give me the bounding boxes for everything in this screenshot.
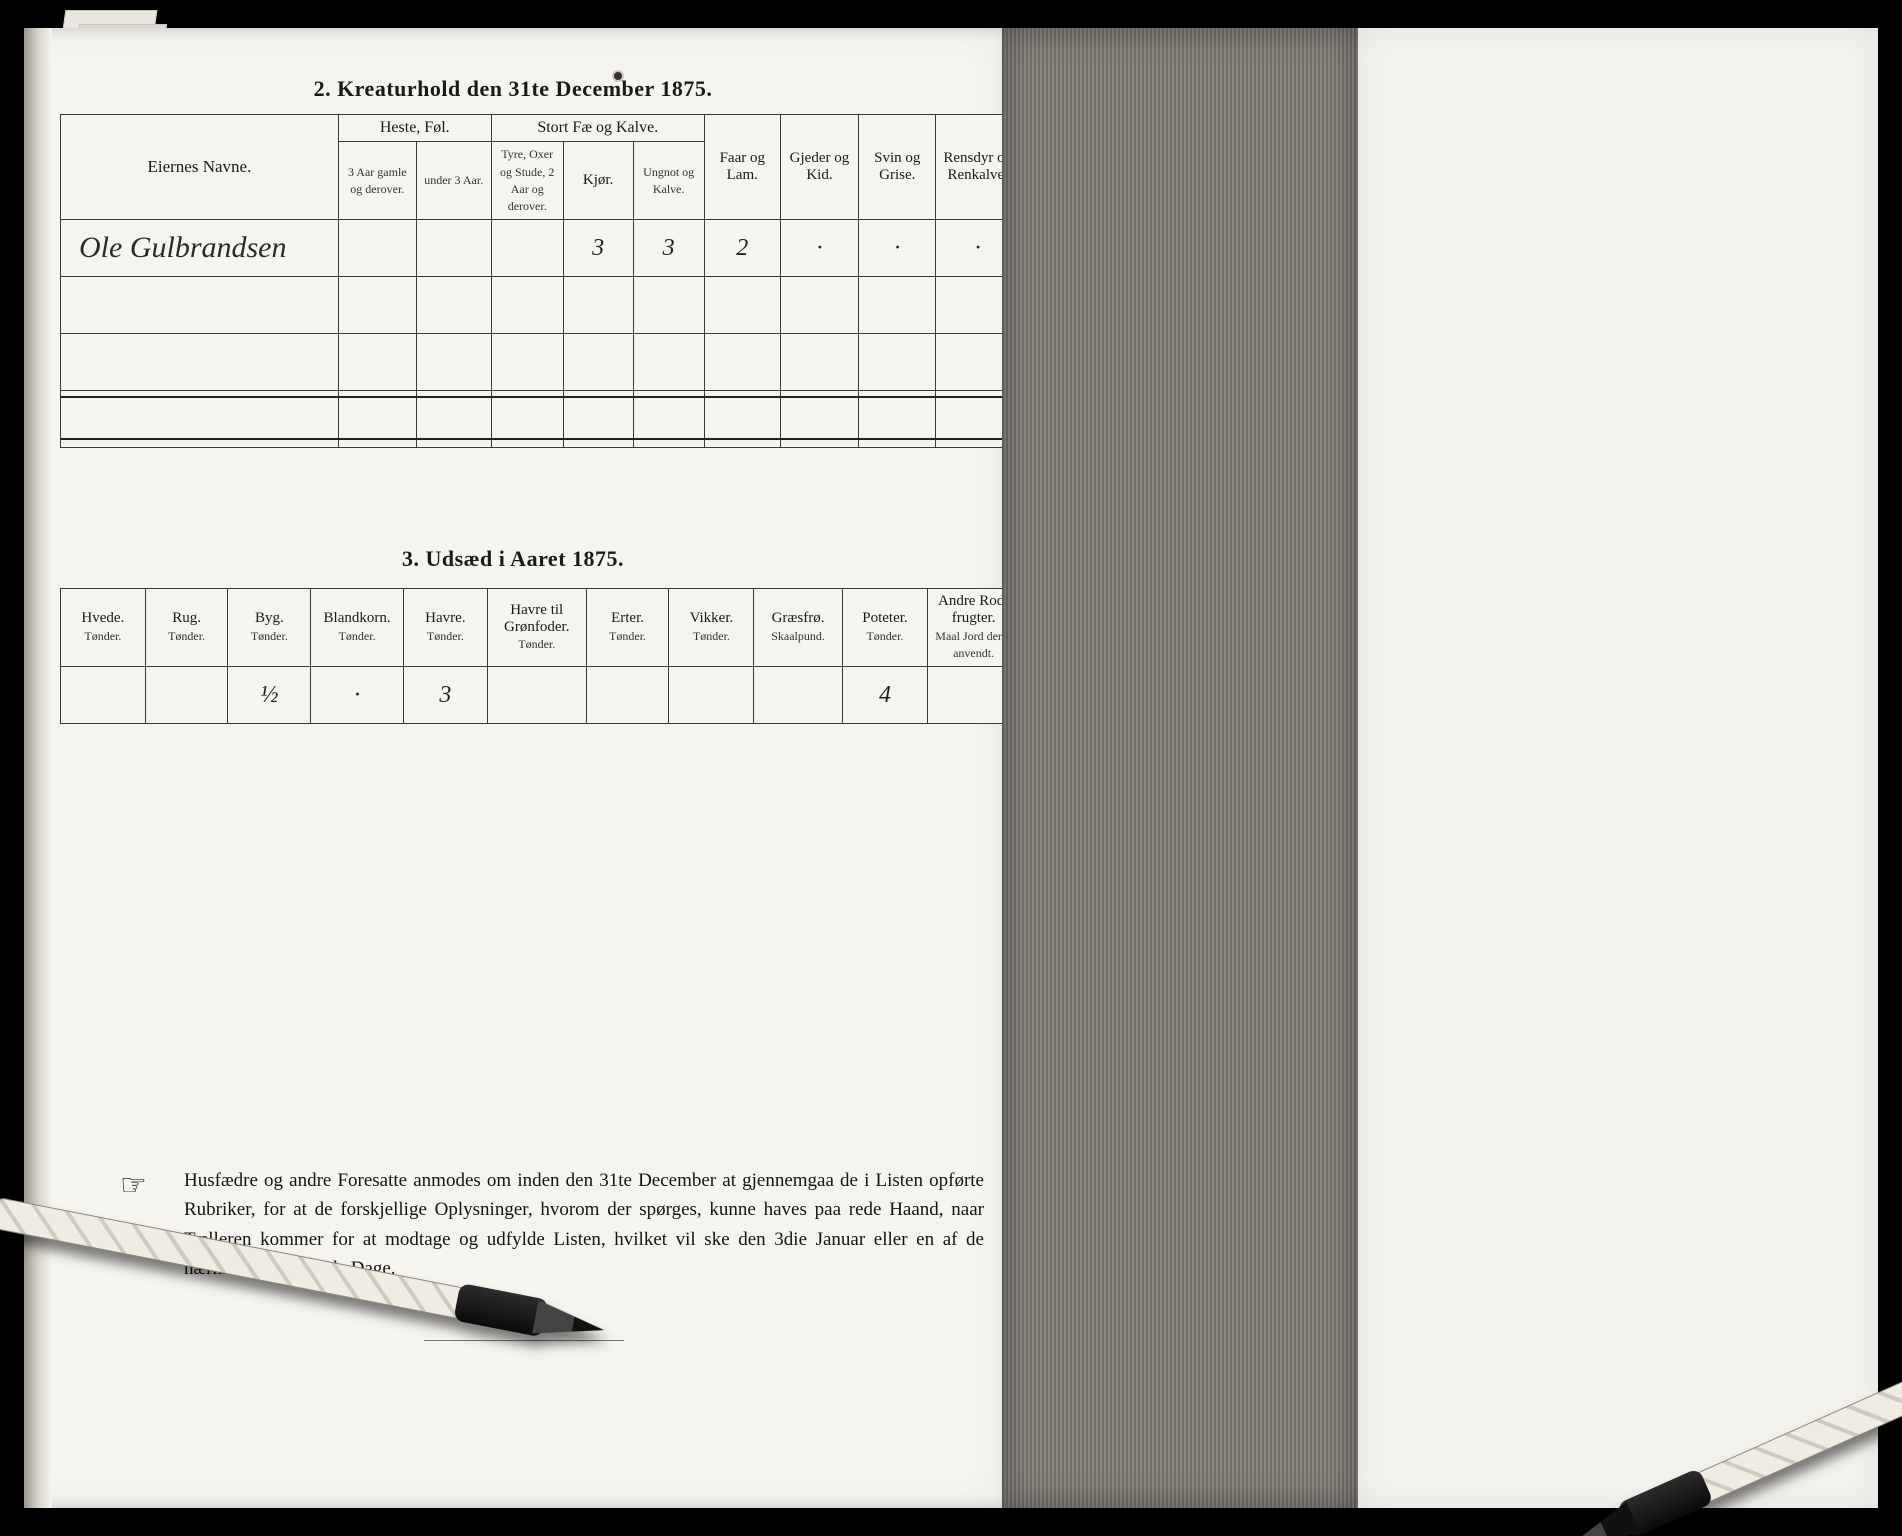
cell — [416, 334, 491, 391]
seed-table: Hvede.Tønder. Rug.Tønder. Byg.Tønder. Bl… — [60, 588, 1020, 724]
right-page — [1358, 28, 1878, 1508]
cell — [416, 277, 491, 334]
col-stort-b: Kjør. — [563, 142, 633, 220]
table-row — [61, 277, 1020, 334]
cell — [669, 667, 754, 724]
cell: · — [780, 220, 858, 277]
owner-cell: Ole Gulbrandsen — [61, 220, 339, 277]
section1-title: 2. Kreaturhold den 31te December 1875. — [314, 76, 713, 102]
cell — [704, 277, 780, 334]
col-faar: Faar og Lam. — [704, 115, 780, 220]
c8: Græsfrø.Skaalpund. — [754, 589, 842, 667]
cell: · — [311, 667, 404, 724]
table-row: Ole Gulbrandsen 3 3 2 · · · — [61, 220, 1020, 277]
cell — [487, 667, 586, 724]
cell: ½ — [228, 667, 311, 724]
cell — [704, 334, 780, 391]
col-heste-a: 3 Aar gamle og derover. — [338, 142, 416, 220]
cell — [859, 277, 936, 334]
col-heste-b: under 3 Aar. — [416, 142, 491, 220]
colgroup-stort: Stort Fæ og Kalve. — [491, 115, 704, 142]
cell — [754, 667, 842, 724]
cell — [859, 334, 936, 391]
c0: Hvede.Tønder. — [61, 589, 146, 667]
cell — [633, 277, 704, 334]
section2-title: 3. Udsæd i Aaret 1875. — [402, 546, 624, 572]
cell — [586, 667, 669, 724]
cell — [780, 334, 858, 391]
c6: Erter.Tønder. — [586, 589, 669, 667]
cell: 4 — [842, 667, 928, 724]
cell: · — [859, 220, 936, 277]
col-owners: Eiernes Navne. — [61, 115, 339, 220]
cell: 3 — [563, 220, 633, 277]
col-svin: Svin og Grise. — [859, 115, 936, 220]
col-stort-c: Ungnot og Kalve. — [633, 142, 704, 220]
stage: 2. Kreaturhold den 31te December 1875. E… — [0, 0, 1902, 1536]
rule-box — [60, 396, 1020, 440]
cell — [416, 220, 491, 277]
cell — [338, 220, 416, 277]
c2: Byg.Tønder. — [228, 589, 311, 667]
cell — [563, 277, 633, 334]
owner-cell — [61, 334, 339, 391]
table-row — [61, 334, 1020, 391]
c4: Havre.Tønder. — [403, 589, 487, 667]
cell — [780, 277, 858, 334]
c9: Poteter.Tønder. — [842, 589, 928, 667]
cell — [491, 277, 563, 334]
c7: Vikker.Tønder. — [669, 589, 754, 667]
cell — [491, 334, 563, 391]
cell — [61, 667, 146, 724]
cell — [338, 277, 416, 334]
cell — [633, 334, 704, 391]
cell — [491, 220, 563, 277]
cell: 3 — [633, 220, 704, 277]
c5: Havre til Grønfoder.Tønder. — [487, 589, 586, 667]
cell: 3 — [403, 667, 487, 724]
c3: Blandkorn.Tønder. — [311, 589, 404, 667]
col-stort-a: Tyre, Oxer og Stude, 2 Aar og derover. — [491, 142, 563, 220]
c1: Rug.Tønder. — [145, 589, 228, 667]
book-gutter — [1002, 28, 1358, 1508]
col-gjeder: Gjeder og Kid. — [780, 115, 858, 220]
owner-cell — [61, 277, 339, 334]
pencil-tip — [532, 1300, 607, 1347]
pointing-hand-icon: ☞ — [120, 1168, 147, 1203]
table-row: ½ · 3 4 — [61, 667, 1020, 724]
cell — [145, 667, 228, 724]
cell: 2 — [704, 220, 780, 277]
cell — [338, 334, 416, 391]
cell — [563, 334, 633, 391]
colgroup-heste: Heste, Føl. — [338, 115, 491, 142]
